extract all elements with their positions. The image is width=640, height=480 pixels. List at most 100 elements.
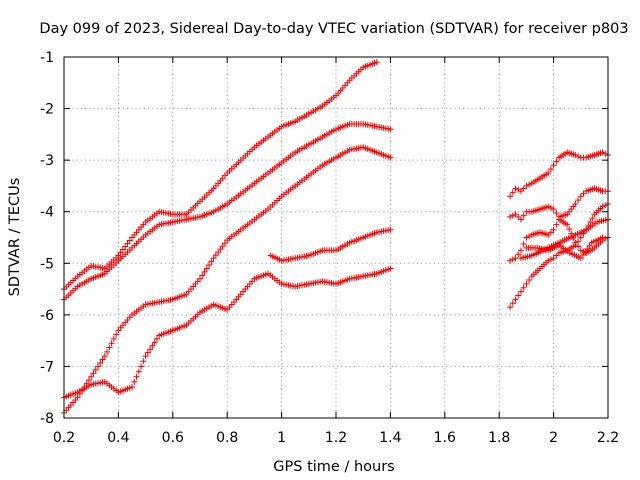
x-tick-label: 0.6 (162, 430, 184, 446)
series-track-11 (523, 234, 606, 262)
data-point (553, 221, 560, 228)
y-tick-label: -3 (40, 153, 54, 169)
data-point (523, 182, 530, 189)
data-point (144, 349, 151, 356)
data-point (206, 262, 213, 269)
data-point (509, 212, 516, 219)
data-point (507, 193, 514, 200)
data-point (140, 358, 147, 365)
data-point (517, 188, 524, 195)
data-point (512, 185, 519, 192)
data-point (572, 151, 579, 158)
series-track-3 (61, 144, 394, 416)
data-point (201, 268, 208, 275)
data-point (547, 256, 554, 263)
y-tick-label: -4 (40, 205, 54, 221)
x-tick-label: 1.2 (325, 430, 347, 446)
x-tick-label: 0.8 (216, 430, 238, 446)
data-point (110, 335, 117, 342)
data-point (589, 215, 596, 222)
data-point (219, 243, 226, 250)
data-point (515, 186, 522, 193)
data-point (577, 234, 584, 241)
data-point (545, 203, 552, 210)
data-point (95, 363, 101, 370)
data-point (579, 252, 586, 259)
data-point (577, 247, 584, 254)
data-point (99, 356, 106, 363)
data-point (142, 353, 149, 360)
data-point (512, 255, 519, 262)
data-point (151, 339, 158, 346)
x-tick-label: 2 (549, 430, 558, 446)
data-point (580, 190, 587, 197)
data-point (387, 154, 394, 161)
data-point (199, 272, 206, 279)
x-tick-label: 1.6 (434, 430, 456, 446)
data-point (104, 348, 111, 355)
data-point (526, 277, 533, 284)
data-point (221, 240, 228, 247)
data-point (572, 200, 579, 207)
y-tick-label: -7 (40, 359, 54, 375)
data-point (599, 203, 606, 210)
data-point (212, 252, 219, 259)
series-track-7 (507, 185, 611, 223)
data-point (101, 353, 108, 360)
data-point (208, 258, 215, 265)
data-point (523, 234, 530, 241)
data-point (153, 335, 160, 342)
data-point (577, 255, 584, 262)
series-track-10 (517, 216, 611, 262)
data-point (512, 296, 519, 303)
data-point (520, 284, 527, 291)
data-point (131, 378, 138, 385)
data-point (108, 340, 115, 347)
data-point (553, 158, 560, 165)
data-point (509, 300, 516, 307)
data-point (545, 231, 552, 238)
series-track-1 (61, 59, 380, 293)
data-point (526, 181, 533, 188)
data-point (515, 292, 522, 299)
data-point (373, 59, 380, 66)
data-point (85, 377, 92, 384)
data-point (217, 246, 224, 253)
data-point (599, 149, 606, 156)
data-point (133, 373, 140, 380)
data-point (138, 363, 145, 370)
data-point (547, 204, 554, 211)
data-point (387, 265, 394, 272)
data-point (545, 170, 552, 177)
y-axis-label: SDTVAR / TECUs (7, 178, 23, 297)
data-point (387, 226, 394, 233)
data-point (599, 234, 606, 241)
data-point (553, 210, 560, 217)
data-point (517, 288, 524, 295)
x-tick-label: 1.4 (379, 430, 401, 446)
data-point (577, 193, 584, 200)
data-point (547, 166, 554, 173)
data-point (582, 248, 589, 255)
data-point (547, 229, 554, 236)
data-point (124, 240, 131, 247)
series-track-2 (61, 121, 394, 303)
data-point (515, 213, 522, 220)
data-point (512, 211, 519, 218)
data-point (507, 213, 514, 220)
y-tick-label: -8 (40, 411, 54, 427)
data-point (575, 238, 582, 245)
data-point (117, 249, 124, 256)
data-point (129, 384, 135, 391)
data-point (564, 221, 571, 228)
data-point (520, 240, 527, 247)
data-point (119, 246, 126, 253)
data-point (550, 206, 557, 213)
data-point (545, 257, 552, 264)
data-points (61, 59, 611, 416)
series-track-5 (267, 226, 394, 264)
data-point (97, 359, 104, 366)
series-track-6 (507, 149, 611, 200)
data-point (197, 275, 203, 282)
data-point (553, 252, 560, 259)
